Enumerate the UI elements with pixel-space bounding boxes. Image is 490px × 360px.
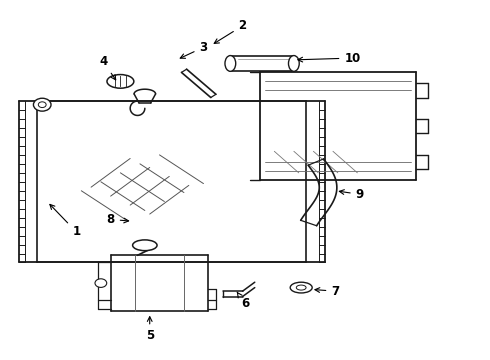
Text: 8: 8 — [106, 213, 128, 226]
Ellipse shape — [133, 240, 157, 251]
Ellipse shape — [289, 55, 299, 71]
Text: 6: 6 — [237, 292, 249, 310]
Ellipse shape — [296, 285, 306, 290]
Ellipse shape — [290, 282, 312, 293]
Text: 5: 5 — [146, 317, 154, 342]
Ellipse shape — [107, 75, 134, 88]
Circle shape — [33, 98, 51, 111]
Text: 4: 4 — [99, 55, 116, 80]
Text: 10: 10 — [298, 51, 361, 64]
Circle shape — [38, 102, 46, 108]
Text: 9: 9 — [340, 188, 364, 201]
Text: 7: 7 — [315, 285, 340, 298]
Circle shape — [95, 279, 107, 287]
Text: 1: 1 — [50, 204, 80, 238]
Text: 2: 2 — [214, 19, 246, 44]
Text: 3: 3 — [180, 41, 208, 58]
Ellipse shape — [225, 55, 236, 71]
